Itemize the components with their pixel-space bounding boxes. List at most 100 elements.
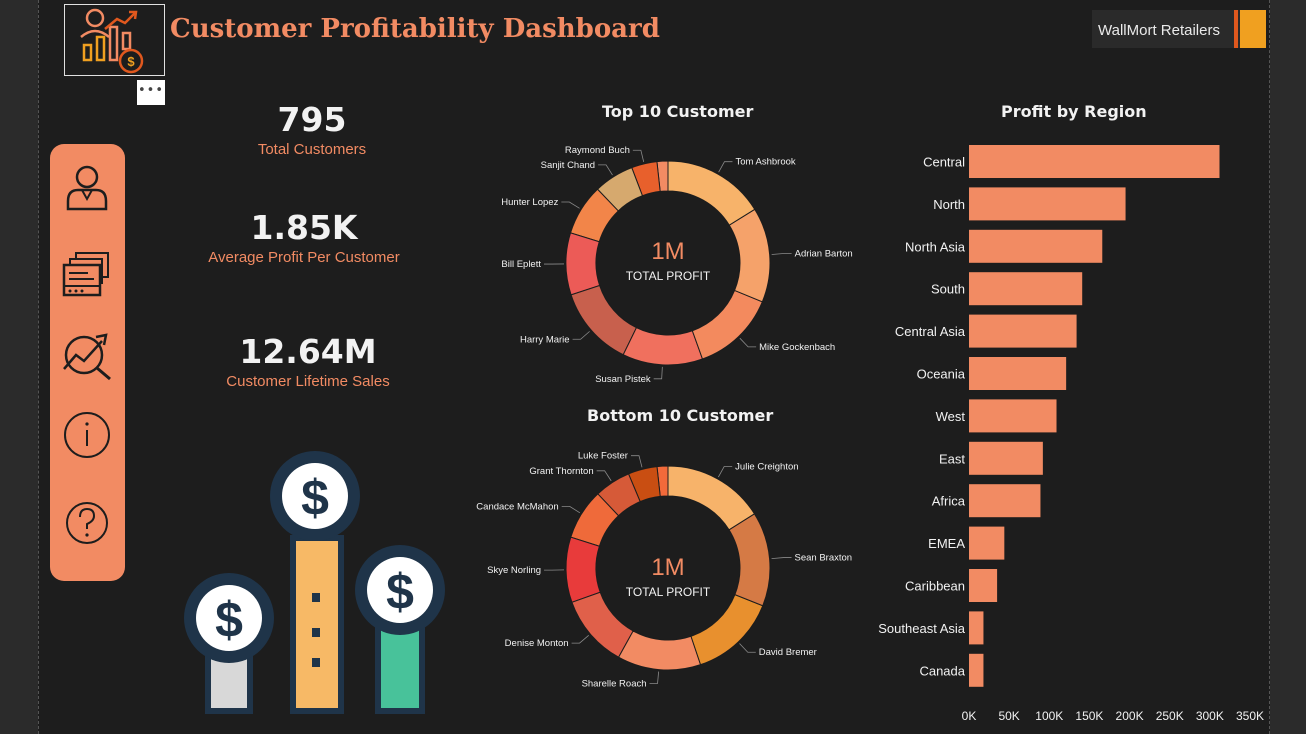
region-bar[interactable] <box>969 569 998 602</box>
nav-reports-button[interactable] <box>60 247 115 302</box>
donut-slice[interactable] <box>571 591 634 658</box>
x-axis-tick-label: 0K <box>962 709 977 723</box>
slice-label: Candace McMahon <box>476 501 558 512</box>
slice-leader-line <box>630 455 643 468</box>
slice-label: Harry Marie <box>520 334 570 345</box>
slice-leader-line <box>653 366 663 380</box>
x-axis-tick-label: 150K <box>1075 709 1103 723</box>
x-axis-tick-label: 250K <box>1156 709 1184 723</box>
donut-slice[interactable] <box>570 493 620 547</box>
report-icon <box>62 252 109 297</box>
slice-leader-line <box>561 201 580 209</box>
kpi-lifetime-sales: 12.64M Customer Lifetime Sales <box>158 332 458 390</box>
profit-growth-logo-icon: $ <box>80 8 144 74</box>
nav-help-button[interactable] <box>60 496 115 551</box>
slice-leader-line <box>632 149 645 162</box>
region-label: Central <box>923 155 965 170</box>
bar-right-money-icon: $ <box>355 545 445 714</box>
slice-leader-line <box>572 331 590 340</box>
region-bar[interactable] <box>969 441 1043 475</box>
bottom10-chart-title: Bottom 10 Customer <box>587 406 774 425</box>
profit-by-region-bar-chart[interactable]: Central North North Asia South Central Asia O… <box>870 140 1270 730</box>
kpi-value: 12.64M <box>239 332 377 371</box>
donut-slice[interactable] <box>631 161 661 197</box>
region-bar[interactable] <box>969 187 1126 221</box>
nav-customers-button[interactable] <box>60 159 115 214</box>
donut-slice[interactable] <box>728 208 771 303</box>
slice-label: Sharelle Roach <box>582 679 647 690</box>
dashboard-logo: $ <box>64 4 165 76</box>
region-label: West <box>936 409 966 424</box>
region-label: North Asia <box>905 239 966 254</box>
slice-label: Tom Ashbrook <box>735 157 795 168</box>
region-bar[interactable] <box>969 526 1005 560</box>
region-bar[interactable] <box>969 357 1067 390</box>
donut-slice[interactable] <box>728 513 771 607</box>
region-bar[interactable] <box>969 314 1077 348</box>
region-label: East <box>939 451 965 466</box>
donut-slice[interactable] <box>627 466 661 503</box>
top10-donut-chart[interactable]: 1M TOTAL PROFIT Tom Ashbrook Adrian Barto… <box>470 130 890 390</box>
brand-accent-bar <box>1234 10 1238 48</box>
donut-slice[interactable] <box>691 289 763 360</box>
slice-label: Grant Thornton <box>529 466 593 477</box>
donut-slice[interactable] <box>565 536 601 603</box>
slice-leader-line <box>649 671 660 684</box>
bar-left-money-icon: $ <box>184 573 274 714</box>
region-bar[interactable] <box>969 229 1103 263</box>
svg-text:$: $ <box>127 54 135 69</box>
region-bar[interactable] <box>969 653 984 687</box>
donut-slice[interactable] <box>596 167 644 212</box>
slice-label: Julie Creighton <box>735 462 798 473</box>
donut-slice[interactable] <box>565 232 601 296</box>
nav-analysis-button[interactable] <box>60 327 115 382</box>
kpi-label: Customer Lifetime Sales <box>226 373 390 390</box>
slice-label: David Bremer <box>759 647 817 658</box>
slice-leader-line <box>739 643 756 653</box>
nav-info-button[interactable] <box>60 407 115 462</box>
donut-slice[interactable] <box>690 594 764 666</box>
slice-leader-line <box>718 161 733 173</box>
kpi-label: Average Profit Per Customer <box>208 249 400 266</box>
donut-slice[interactable] <box>667 160 756 226</box>
slice-label: Sanjit Chand <box>541 160 595 171</box>
slice-leader-line <box>571 635 589 644</box>
region-bar[interactable] <box>969 611 984 645</box>
slice-label: Skye Norling <box>487 565 541 576</box>
x-axis-tick-label: 200K <box>1116 709 1144 723</box>
slice-label: Raymond Buch <box>565 145 630 156</box>
help-icon <box>66 502 108 544</box>
donut-center-label: TOTAL PROFIT <box>626 585 711 599</box>
region-bar[interactable] <box>969 145 1220 178</box>
donut-slice[interactable] <box>617 630 702 671</box>
slice-label: Denise Monton <box>505 638 569 649</box>
x-axis-tick-label: 350K <box>1236 709 1264 723</box>
donut-slice[interactable] <box>667 465 756 531</box>
svg-text:$: $ <box>386 564 414 620</box>
region-bar[interactable] <box>969 399 1057 433</box>
region-label: Caribbean <box>905 579 965 594</box>
donut-slice[interactable] <box>622 327 704 366</box>
region-bar[interactable] <box>969 272 1083 306</box>
donut-slice[interactable] <box>570 284 638 356</box>
slice-label: Bill Eplett <box>501 259 541 270</box>
region-bar[interactable] <box>969 484 1041 518</box>
x-axis-tick-label: 100K <box>1035 709 1063 723</box>
region-chart-title: Profit by Region <box>1001 102 1147 121</box>
top10-chart-title: Top 10 Customer <box>602 102 754 121</box>
svg-text:$: $ <box>301 470 329 526</box>
svg-text:$: $ <box>215 592 243 648</box>
donut-center-value: 1M <box>651 554 684 581</box>
kpi-value: 795 <box>277 100 347 139</box>
kpi-value: 1.85K <box>250 208 358 247</box>
bottom10-donut-chart[interactable]: 1M TOTAL PROFIT Julie Creighton Sean Brax… <box>470 450 890 700</box>
slice-label: Mike Gockenbach <box>759 342 835 353</box>
more-options-button[interactable]: ••• <box>137 80 165 105</box>
slice-label: Adrian Barton <box>795 249 853 260</box>
donut-slice[interactable] <box>597 473 641 517</box>
donut-slice[interactable] <box>569 188 619 243</box>
x-axis-tick-label: 50K <box>998 709 1019 723</box>
slice-label: Luke Foster <box>578 451 628 462</box>
slice-leader-line <box>739 337 757 348</box>
region-label: Canada <box>919 663 965 678</box>
